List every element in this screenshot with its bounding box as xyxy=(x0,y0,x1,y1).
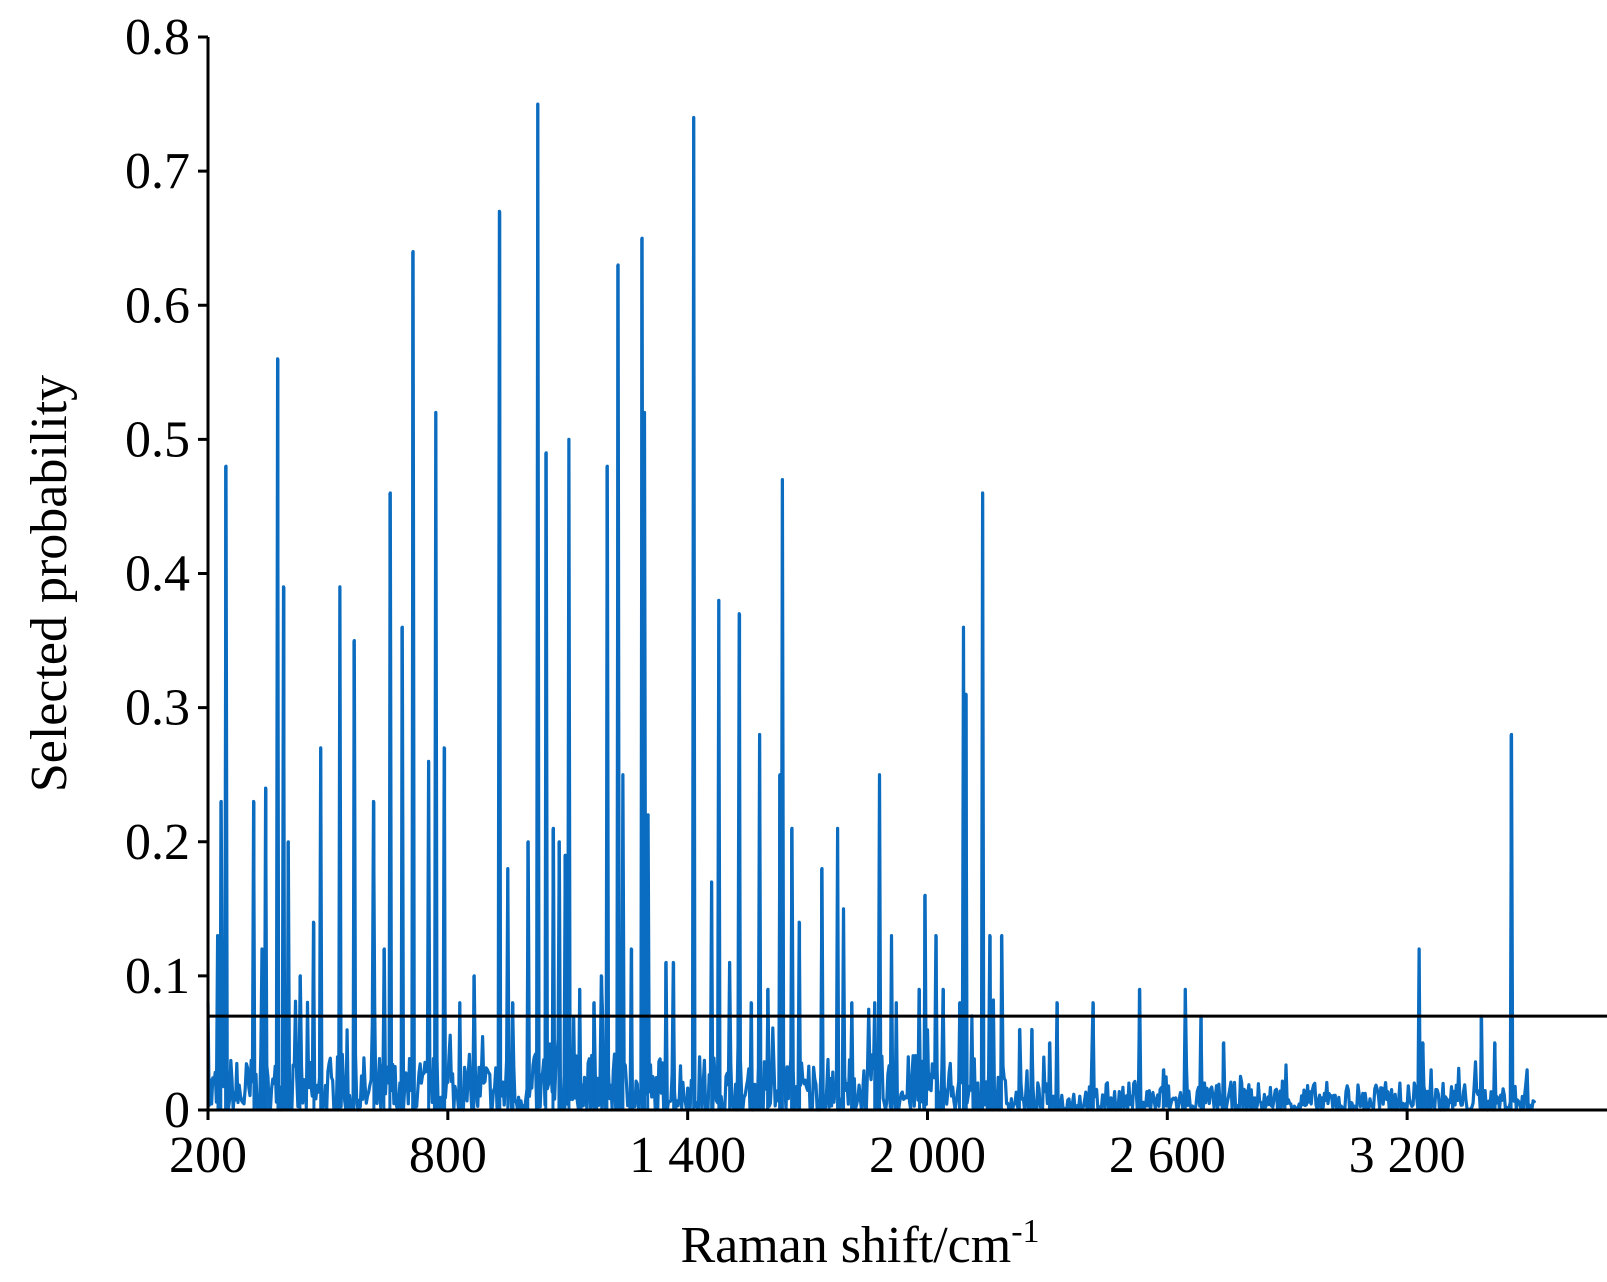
y-tick-label: 0.8 xyxy=(125,9,190,66)
x-tick-label: 1 400 xyxy=(629,1127,746,1184)
x-tick-label: 200 xyxy=(169,1127,247,1184)
y-tick-label: 0.6 xyxy=(125,277,190,334)
y-tick-label: 0 xyxy=(164,1082,190,1139)
x-ticks: 200 800 1 400 2 000 2 600 3 200 xyxy=(169,1110,1466,1184)
series-layer xyxy=(206,102,1536,1112)
y-tick-label: 0.7 xyxy=(125,143,190,200)
probability-series-line xyxy=(206,102,1536,1112)
y-ticks: 0 0.1 0.2 0.3 0.4 0.5 0.6 0.7 0.8 xyxy=(125,9,208,1139)
y-tick-label: 0.2 xyxy=(125,814,190,871)
y-tick-label: 0.4 xyxy=(125,546,190,603)
y-axis-title: Selected probability xyxy=(21,375,78,792)
axes-layer xyxy=(206,37,1607,1112)
y-tick-label: 0.1 xyxy=(125,948,190,1005)
y-tick-label: 0.5 xyxy=(125,411,190,468)
y-tick-label: 0.3 xyxy=(125,680,190,737)
x-axis-title: Raman shift/cm-1 xyxy=(680,1213,1039,1274)
x-tick-label: 3 200 xyxy=(1349,1127,1466,1184)
x-tick-label: 2 000 xyxy=(869,1127,986,1184)
x-axis-title-superscript: -1 xyxy=(1011,1213,1039,1250)
x-tick-label: 2 600 xyxy=(1109,1127,1226,1184)
x-tick-label: 800 xyxy=(409,1127,487,1184)
x-axis-title-text: Raman shift/cm xyxy=(680,1217,1011,1274)
